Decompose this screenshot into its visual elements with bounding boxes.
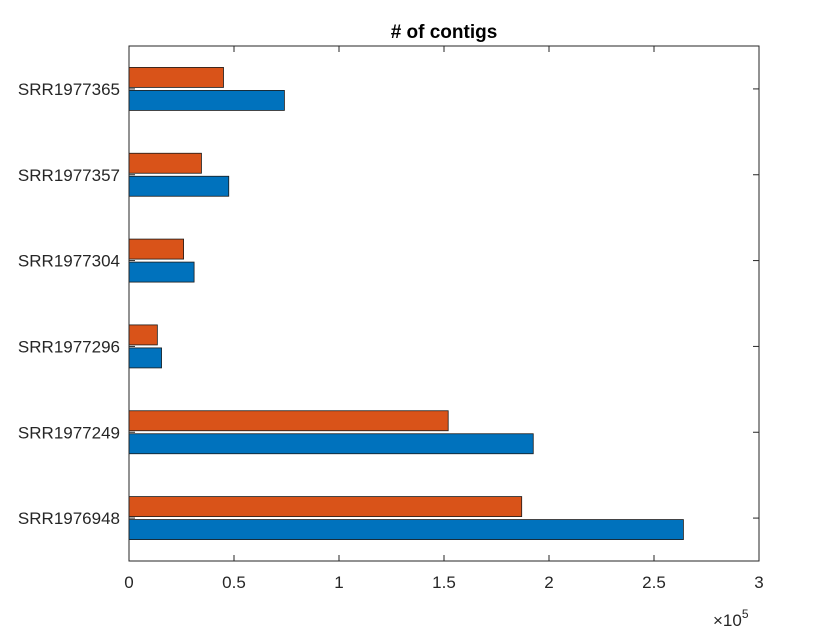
bar-series2-srr1977365 xyxy=(128,67,224,88)
y-tick-label: SRR1977365 xyxy=(18,80,120,99)
bar-series1-srr1977249 xyxy=(128,433,534,455)
chart-title: # of contigs xyxy=(391,22,498,43)
y-tick-label: SRR1977357 xyxy=(18,166,120,185)
x-tick-label: 1 xyxy=(334,573,343,592)
bar-series2-srr1977249 xyxy=(128,410,449,432)
y-tick-label: SRR1977296 xyxy=(18,337,120,356)
bar-series2-srr1977296 xyxy=(128,324,158,346)
y-tick-label: SRR1977304 xyxy=(18,252,120,271)
bar-series2-srr1977357 xyxy=(128,152,202,174)
bar-series2-srr1976948 xyxy=(128,496,523,517)
x-tick-label: 0.5 xyxy=(222,573,246,592)
x-tick-label: 1.5 xyxy=(432,573,456,592)
bar-series1-srr1976948 xyxy=(128,519,684,540)
x-exponent-base: ×10 xyxy=(713,611,742,630)
tick-labels-group: SRR1976948 SRR1977249 SRR1977296 SRR1977304… xyxy=(18,80,764,592)
x-tick-label: 0 xyxy=(124,573,133,592)
axes-box xyxy=(128,45,760,562)
bar-series1-srr1977296 xyxy=(128,347,162,369)
plot-area xyxy=(129,46,759,561)
bar-series2-srr1977304 xyxy=(128,238,184,260)
x-axis-exponent: ×105 xyxy=(713,607,749,630)
x-tick-label: 2.5 xyxy=(642,573,666,592)
x-tick-label: 3 xyxy=(754,573,763,592)
bar-series1-srr1977357 xyxy=(128,175,230,197)
bar-series1-srr1977304 xyxy=(128,261,195,283)
x-tick-label: 2 xyxy=(544,573,553,592)
y-tick-label: SRR1977249 xyxy=(18,423,120,442)
bar-series1-srr1977365 xyxy=(128,90,285,111)
x-exponent-power: 5 xyxy=(742,607,749,621)
y-tick-label: SRR1976948 xyxy=(18,509,120,528)
